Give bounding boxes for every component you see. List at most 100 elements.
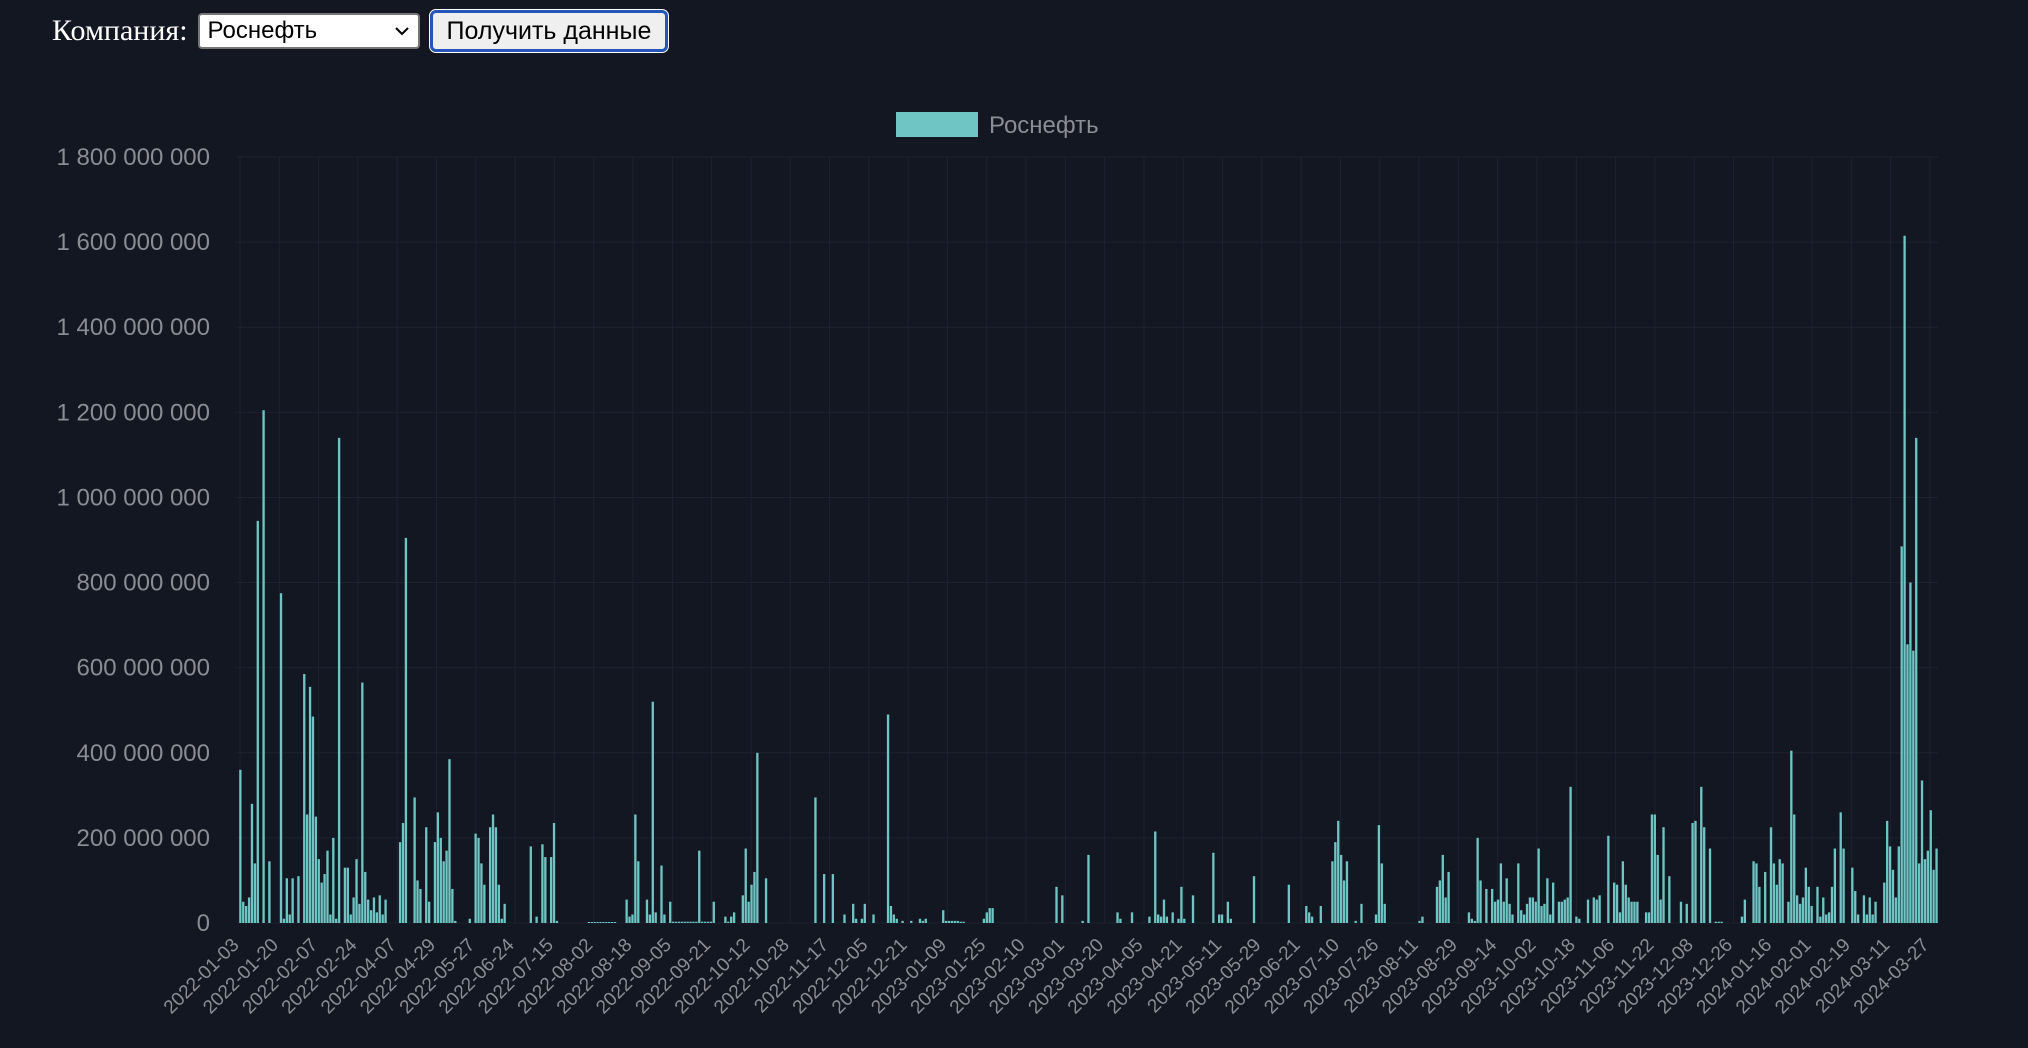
bar: [297, 876, 300, 923]
bar: [451, 888, 454, 923]
bar: [500, 918, 503, 923]
bar: [343, 867, 347, 923]
bar: [843, 914, 846, 923]
bar: [596, 922, 599, 923]
bar: [1679, 901, 1683, 923]
bar: [535, 916, 538, 923]
bar: [279, 593, 283, 923]
bar: [1618, 912, 1622, 923]
y-tick-label: 1 200 000 000: [57, 399, 210, 426]
bar: [1508, 903, 1511, 923]
bar: [1177, 918, 1180, 923]
bar: [1769, 827, 1773, 923]
bar: [889, 905, 893, 923]
bar: [1743, 899, 1747, 923]
bar: [436, 812, 440, 923]
bar: [724, 916, 727, 923]
bar: [1191, 895, 1195, 923]
bar: [587, 922, 591, 923]
bar: [1764, 871, 1767, 923]
bar: [1592, 897, 1595, 923]
bar: [404, 537, 408, 923]
bar: [1130, 912, 1134, 923]
bar: [750, 884, 753, 923]
bar: [1740, 916, 1744, 923]
company-select[interactable]: Роснефть: [197, 13, 420, 49]
bar: [364, 871, 367, 923]
bar: [1549, 914, 1552, 923]
bar: [427, 901, 431, 923]
y-tick-label: 1 600 000 000: [57, 229, 210, 256]
bar: [1055, 886, 1058, 923]
bar: [413, 797, 416, 923]
bar: [285, 878, 288, 923]
bar: [398, 842, 402, 923]
bar: [637, 861, 640, 923]
y-axis-ticks: 0 200 000 000 400 000 000 600 000 000 800 00…: [57, 144, 210, 937]
x-axis-ticks: 2022-01-032022-01-202022-02-072022-02-24…: [160, 934, 1934, 1018]
bar: [1819, 916, 1822, 923]
bar: [1888, 846, 1892, 923]
bar: [1917, 863, 1921, 923]
bar: [1505, 878, 1508, 923]
bar: [1345, 861, 1349, 923]
bar: [1162, 899, 1166, 923]
bar: [1874, 901, 1877, 923]
bar: [1830, 886, 1834, 923]
bar: [1624, 884, 1627, 923]
bar: [1578, 918, 1581, 923]
bar: [541, 844, 544, 923]
company-label: Компания:: [52, 14, 188, 47]
bar: [1607, 835, 1610, 923]
bar: [346, 867, 349, 923]
bar: [425, 827, 428, 923]
bar: [1447, 871, 1450, 923]
bar: [1212, 852, 1215, 923]
bar: [654, 912, 657, 923]
bar: [1334, 842, 1337, 923]
bar: [1912, 650, 1915, 923]
y-tick-label: 600 000 000: [77, 655, 210, 682]
bar: [1377, 825, 1381, 923]
bar: [730, 916, 733, 923]
bar: [1531, 897, 1534, 923]
bar: [1900, 546, 1903, 923]
bar: [1897, 846, 1900, 923]
bar: [1331, 861, 1334, 923]
bar: [1154, 831, 1157, 923]
bar: [1595, 899, 1598, 923]
bar: [698, 850, 701, 923]
bar: [1636, 901, 1639, 923]
grid-lines: [236, 156, 1938, 924]
bar: [1793, 814, 1796, 923]
bar: [1081, 920, 1084, 923]
bar: [1418, 920, 1421, 923]
bar: [378, 895, 381, 923]
y-tick-label: 800 000 000: [77, 570, 210, 597]
bar: [1543, 903, 1546, 923]
bar: [1627, 897, 1630, 923]
bar: [375, 912, 379, 923]
bar: [1868, 897, 1871, 923]
fetch-data-button[interactable]: Получить данные: [428, 9, 670, 53]
bar: [288, 914, 291, 923]
bar: [358, 903, 361, 923]
bar: [1441, 854, 1444, 923]
bar: [494, 827, 498, 923]
bar: [1087, 854, 1090, 923]
bar: [686, 921, 689, 923]
bar: [361, 682, 364, 923]
bar: [744, 848, 747, 923]
bar: [1923, 859, 1927, 923]
bar: [727, 921, 730, 923]
bar: [1703, 827, 1706, 923]
bar: [1856, 914, 1860, 923]
bar: [1720, 921, 1723, 923]
bar: [303, 674, 306, 923]
bar: [648, 914, 652, 923]
bar: [1909, 582, 1912, 923]
bar: [1932, 869, 1935, 923]
bar: [1691, 822, 1694, 923]
bar: [677, 921, 681, 923]
